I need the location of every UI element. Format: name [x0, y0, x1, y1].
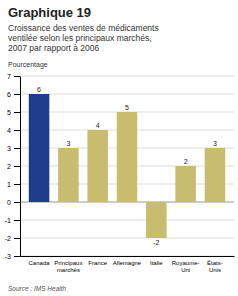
- x-tick-label: États-Unis: [207, 260, 223, 273]
- y-tick-mark: [14, 220, 20, 221]
- bar: [146, 202, 167, 238]
- bar: [205, 148, 226, 202]
- x-tick-label-line: Italie: [150, 260, 163, 266]
- y-tick: 4: [7, 127, 20, 134]
- bars: [29, 94, 225, 238]
- grid-line: [20, 238, 234, 239]
- grid-line: [20, 220, 234, 221]
- y-tick: 0: [7, 199, 20, 206]
- bar: [29, 94, 50, 202]
- grid-line: [20, 256, 234, 257]
- y-tick: 5: [7, 109, 20, 116]
- y-tick: -1: [5, 217, 20, 224]
- x-tick: Italie: [150, 260, 163, 266]
- x-tick-label-line: marchés: [57, 267, 80, 273]
- y-tick-mark: [14, 112, 20, 113]
- data-labels: 6 3 4 5 -2 2 3: [37, 86, 217, 246]
- x-tick: Royaume-Uni: [172, 260, 200, 273]
- data-label: 4: [96, 122, 100, 129]
- data-label: 3: [213, 140, 217, 147]
- y-tick-label: 3: [7, 145, 11, 152]
- plot: -3 -2 -1 0 1 2 3 4 5 6 7 CanadaPrincipauxmarchés Fra…: [5, 73, 235, 273]
- y-tick-mark: [14, 166, 20, 167]
- x-tick: France: [88, 260, 107, 266]
- chart: Graphique 19 Croissance des ventes de méd…: [0, 0, 238, 296]
- data-label: 6: [37, 86, 41, 93]
- x-tick-label-line: États-: [207, 260, 223, 266]
- y-tick-label: 0: [7, 199, 11, 206]
- y-tick-mark: [14, 130, 20, 131]
- y-tick: -3: [5, 253, 20, 260]
- y-tick: 3: [7, 145, 20, 152]
- x-axis-line: [21, 256, 235, 257]
- y-tick-mark: [14, 148, 20, 149]
- y-tick-label: 7: [7, 73, 11, 80]
- title: Graphique 19: [8, 5, 91, 20]
- x-tick-label: Principauxmarchés: [54, 260, 82, 273]
- x-tick: Allemagne: [113, 260, 142, 266]
- x-tick-label: Italie: [150, 260, 163, 266]
- y-tick-label: -3: [5, 253, 11, 260]
- data-label: 2: [184, 158, 188, 165]
- y-tick: 1: [7, 181, 20, 188]
- subtitle-line: 2007 par rapport à 2006: [8, 43, 99, 53]
- y-tick-mark: [14, 76, 20, 77]
- y-tick-label: -1: [5, 217, 11, 224]
- y-tick-mark: [14, 256, 20, 257]
- y-tick-mark: [14, 94, 20, 95]
- bar: [175, 166, 196, 202]
- y-tick-mark: [14, 238, 20, 239]
- y-tick-label: 4: [7, 127, 11, 134]
- x-tick-label-line: France: [88, 260, 107, 266]
- y-tick-label: 6: [7, 91, 11, 98]
- x-tick-label-line: Principaux: [54, 260, 82, 266]
- subtitle-line: ventilée selon les principaux marchés,: [8, 33, 152, 43]
- y-tick-label: 5: [7, 109, 11, 116]
- source: Source : IMS Health: [8, 285, 67, 292]
- x-tick-label-line: Allemagne: [113, 260, 142, 266]
- x-tick-label-line: Canada: [29, 260, 51, 266]
- y-tick-mark: [14, 202, 20, 203]
- bar: [58, 148, 79, 202]
- y-tick: 2: [7, 163, 20, 170]
- grid: [20, 76, 234, 256]
- x-tick-label-line: Unis: [209, 267, 221, 273]
- y-tick-label: 2: [7, 163, 11, 170]
- x-axis: CanadaPrincipauxmarchés France Allemagne It…: [21, 257, 235, 274]
- x-tick-label: France: [88, 260, 107, 266]
- x-tick: Principauxmarchés: [54, 260, 82, 273]
- x-tick-label: Royaume-Uni: [172, 260, 200, 273]
- data-label: 5: [125, 104, 129, 111]
- y-tick: 6: [7, 91, 20, 98]
- x-tick: États-Unis: [207, 260, 223, 273]
- data-label: 3: [66, 140, 70, 147]
- subtitle: Croissance des ventes de médicamentsvent…: [8, 23, 159, 53]
- y-tick-label: -2: [5, 235, 11, 242]
- y-axis-title: Pourcentage: [8, 61, 48, 69]
- x-tick-label: Canada: [29, 260, 51, 266]
- x-tick-label-line: Royaume-: [172, 260, 200, 266]
- data-label: -2: [153, 239, 159, 246]
- x-tick-label-line: Uni: [181, 267, 190, 273]
- y-tick-mark: [14, 184, 20, 185]
- bar: [117, 112, 138, 202]
- y-axis: -3 -2 -1 0 1 2 3 4 5 6 7: [5, 73, 21, 260]
- y-tick: 7: [7, 73, 20, 80]
- bar: [87, 130, 108, 202]
- subtitle-line: Croissance des ventes de médicaments: [8, 23, 159, 33]
- x-tick-label: Allemagne: [113, 260, 142, 266]
- grid-line: [20, 94, 234, 95]
- y-tick-label: 1: [7, 181, 11, 188]
- y-axis-line: [20, 77, 21, 257]
- y-tick: -2: [5, 235, 20, 242]
- x-tick: Canada: [29, 260, 51, 266]
- grid-line: [20, 76, 234, 77]
